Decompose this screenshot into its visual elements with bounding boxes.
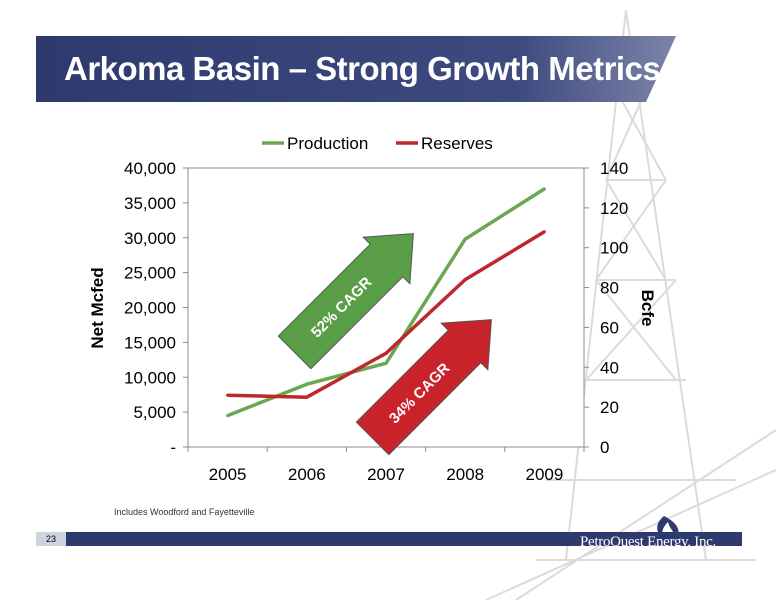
page-number: 23 <box>36 532 66 546</box>
legend-label-production: Production <box>287 134 368 153</box>
y-left-tick-label: 5,000 <box>133 403 176 422</box>
data-point-reserves <box>226 393 230 397</box>
legend-label-reserves: Reserves <box>421 134 493 153</box>
y-left-tick-label: 10,000 <box>124 368 176 387</box>
y-right-axis-title: Bcfe <box>638 290 657 327</box>
data-point-production <box>463 237 467 241</box>
company-logo-text: PetroQuest Energy, Inc. <box>580 534 716 550</box>
y-left-tick-label: 30,000 <box>124 229 176 248</box>
data-point-reserves <box>384 351 388 355</box>
data-point-production <box>226 414 230 418</box>
data-point-reserves <box>305 395 309 399</box>
y-right-tick-label: 100 <box>600 239 628 258</box>
x-tick-label: 2009 <box>525 465 563 484</box>
y-right-tick-label: 60 <box>600 318 619 337</box>
petroquest-flame-logo <box>657 516 679 540</box>
data-point-production <box>542 187 546 191</box>
data-point-reserves <box>542 230 546 234</box>
data-point-reserves <box>463 278 467 282</box>
y-right-tick-label: 120 <box>600 199 628 218</box>
growth-arrow-reserves-shape <box>355 319 492 456</box>
y-left-axis-title: Net Mcfed <box>88 267 107 348</box>
y-right-tick-label: 20 <box>600 398 619 417</box>
data-point-production <box>305 382 309 386</box>
title-band <box>36 36 676 102</box>
slide-title: Arkoma Basin – Strong Growth Metrics <box>64 50 661 87</box>
drilling-rig-background <box>485 9 776 600</box>
y-right-tick-label: 40 <box>600 358 619 377</box>
y-right-tick-label: 0 <box>600 438 609 457</box>
y-left-tick-label: 20,000 <box>124 299 176 318</box>
y-left-tick-label: 40,000 <box>124 159 176 178</box>
x-tick-label: 2006 <box>288 465 326 484</box>
y-left-tick-label: 35,000 <box>124 194 176 213</box>
y-right-tick-label: 80 <box>600 279 619 298</box>
footnote: Includes Woodford and Fayetteville <box>114 507 255 517</box>
x-tick-label: 2005 <box>209 465 247 484</box>
footer-bar <box>36 532 742 546</box>
y-left-tick-label: 25,000 <box>124 264 176 283</box>
y-right-tick-label: 140 <box>600 159 628 178</box>
y-left-tick-label: - <box>170 438 176 457</box>
y-left-tick-label: 15,000 <box>124 333 176 352</box>
data-point-production <box>384 361 388 365</box>
growth-arrow-production-shape <box>277 233 414 370</box>
x-tick-label: 2007 <box>367 465 405 484</box>
x-tick-label: 2008 <box>446 465 484 484</box>
